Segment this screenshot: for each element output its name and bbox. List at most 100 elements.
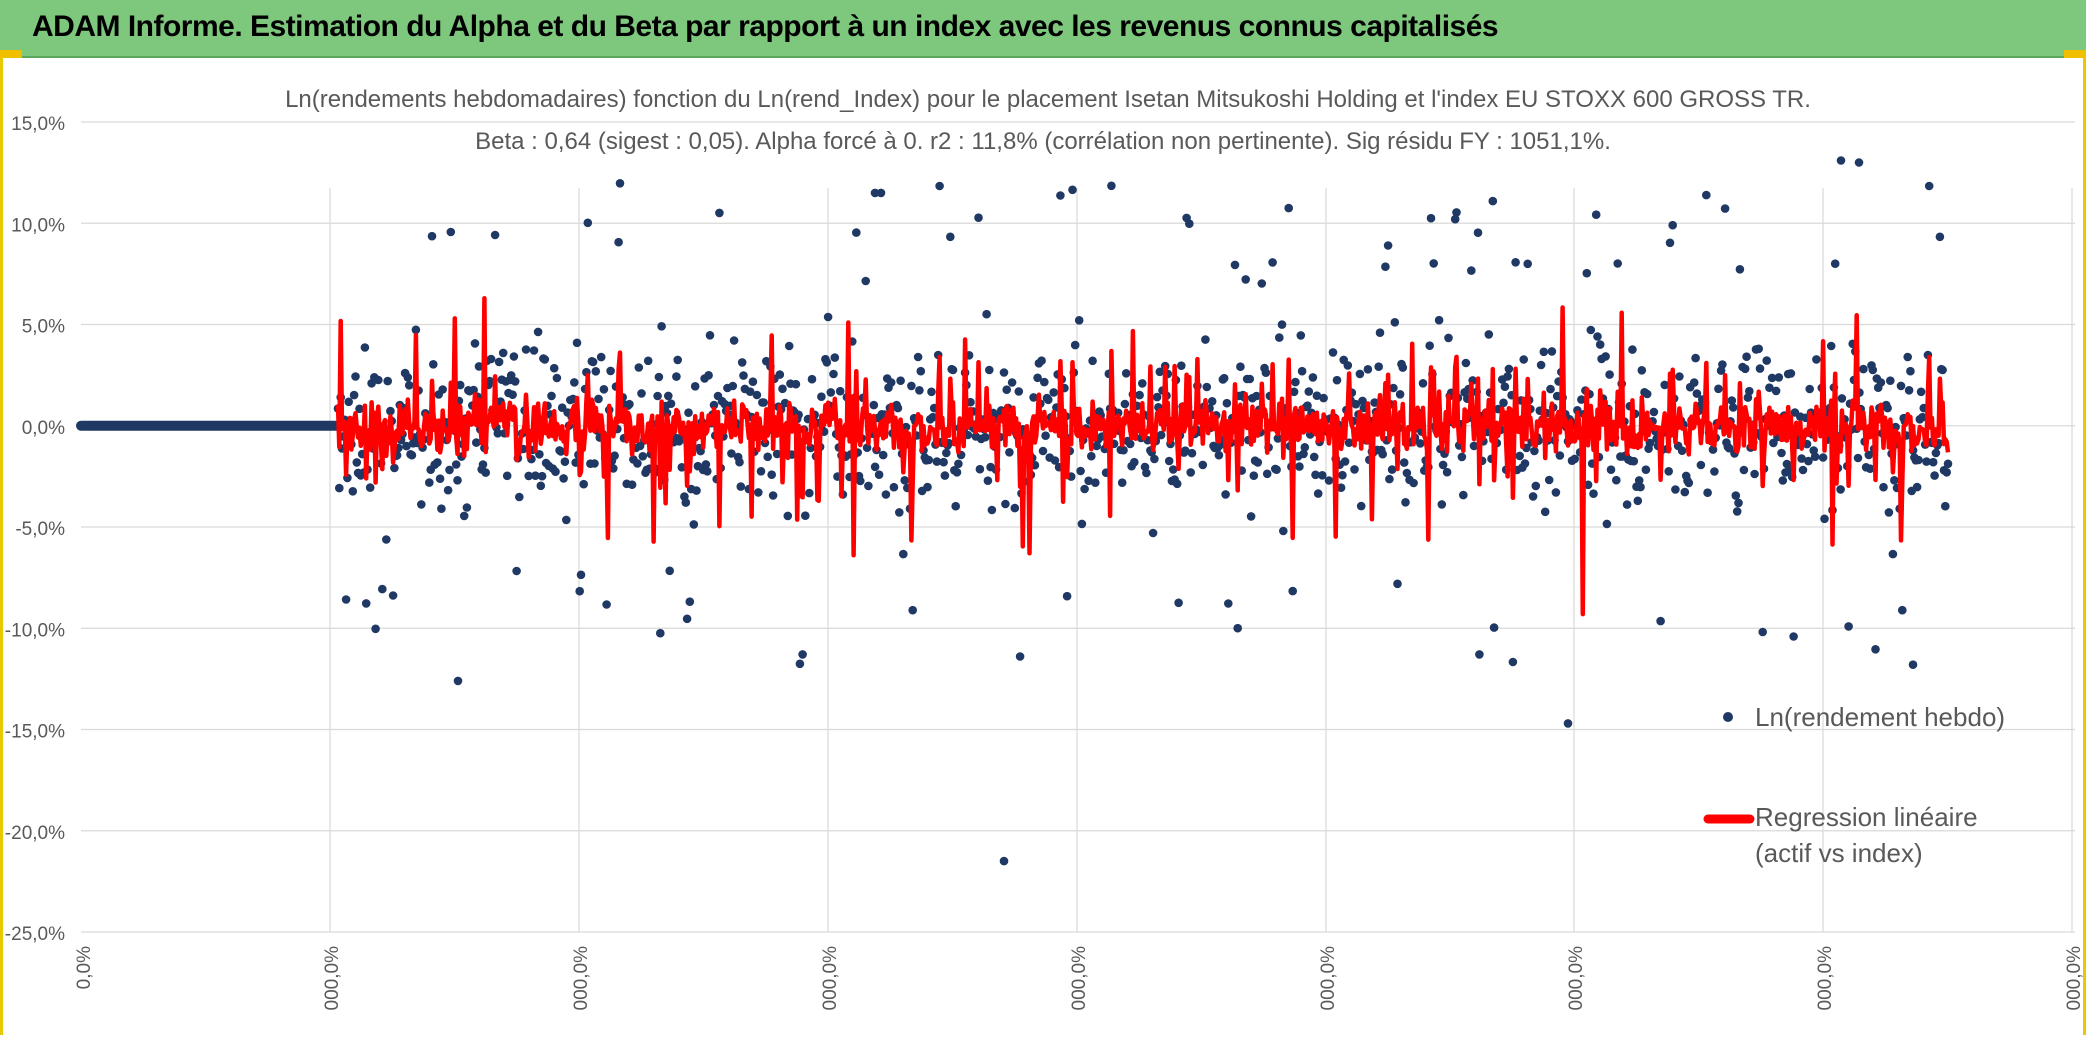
data-point: [1777, 448, 1786, 458]
data-point: [1826, 341, 1836, 351]
data-point: [429, 360, 438, 369]
data-point: [382, 535, 391, 544]
data-point: [729, 336, 739, 345]
data-point: [1416, 439, 1425, 448]
report-banner: ADAM Informe. Estimation du Alpha et du …: [0, 0, 2086, 58]
data-point: [498, 348, 508, 358]
data-point: [1941, 501, 1950, 511]
data-point: [1677, 446, 1687, 456]
data-point: [935, 181, 944, 191]
data-point: [1381, 262, 1390, 271]
y-tick-label: 10,0%: [11, 215, 65, 236]
data-point: [999, 368, 1009, 377]
data-point: [494, 357, 504, 367]
data-point: [928, 412, 938, 422]
data-point: [1015, 652, 1025, 661]
data-point: [1312, 391, 1322, 401]
data-point: [1931, 448, 1941, 458]
data-point: [823, 312, 833, 322]
data-point: [388, 591, 398, 600]
data-point: [924, 455, 934, 465]
data-point: [1202, 382, 1212, 392]
data-point: [870, 462, 880, 472]
data-point: [1409, 478, 1418, 488]
data-point: [745, 387, 755, 397]
regression-line: [335, 295, 1951, 617]
data-point: [767, 470, 776, 480]
data-point: [1177, 361, 1186, 371]
data-point: [754, 488, 763, 497]
data-point: [1771, 386, 1781, 396]
data-point: [1613, 259, 1622, 268]
data-point: [739, 371, 748, 380]
data-point: [556, 447, 566, 456]
data-point: [677, 463, 687, 472]
data-point: [1121, 369, 1131, 378]
data-point: [1586, 325, 1596, 335]
data-point: [852, 228, 861, 237]
data-point: [1871, 645, 1880, 654]
data-point: [856, 476, 865, 486]
data-point: [737, 358, 747, 367]
legend-dot-marker: [1723, 712, 1733, 722]
data-point: [874, 470, 884, 480]
data-point: [1164, 456, 1174, 466]
chart-title: Ln(rendements hebdomadaires) fonction du…: [285, 86, 1811, 113]
data-point: [1876, 378, 1886, 387]
data-point: [1185, 219, 1194, 228]
data-point: [798, 650, 807, 659]
data-point: [1589, 489, 1598, 499]
data-point: [1350, 465, 1359, 474]
y-tick-label: -25,0%: [5, 924, 65, 945]
data-point: [1001, 499, 1010, 509]
data-point: [728, 381, 738, 391]
data-point: [709, 400, 719, 410]
data-point: [1904, 386, 1914, 395]
data-point: [1117, 478, 1127, 488]
data-point: [1888, 549, 1898, 559]
data-point: [524, 471, 533, 481]
data-point: [1332, 375, 1342, 385]
data-point: [453, 476, 462, 485]
data-point: [1530, 446, 1539, 456]
data-point: [1230, 260, 1240, 270]
data-point: [1519, 355, 1528, 364]
data-point: [352, 458, 362, 467]
data-point: [784, 341, 794, 351]
data-point: [1475, 650, 1484, 659]
data-point: [1246, 512, 1256, 521]
data-point: [1426, 213, 1436, 223]
data-point: [1038, 446, 1048, 456]
data-point: [1284, 203, 1293, 213]
x-tick-label: 000,0%: [322, 946, 343, 1011]
data-point: [1336, 483, 1346, 493]
data-point: [653, 391, 662, 401]
data-point: [1633, 496, 1643, 506]
data-point: [537, 471, 547, 481]
data-point: [951, 501, 960, 511]
data-point: [1120, 399, 1130, 409]
data-point: [1675, 372, 1684, 381]
data-point: [1279, 526, 1288, 536]
data-point: [1797, 454, 1806, 463]
data-point: [664, 391, 673, 401]
data-point: [795, 659, 805, 669]
data-point: [1656, 616, 1665, 626]
data-point: [579, 479, 588, 489]
data-point: [1689, 378, 1699, 387]
data-point: [1224, 599, 1233, 608]
data-point: [453, 676, 463, 686]
data-point: [1605, 370, 1614, 379]
data-point: [1883, 403, 1892, 413]
data-point: [1745, 386, 1754, 396]
data-point: [1511, 258, 1520, 267]
x-tick-label: 000,0%: [1566, 946, 1587, 1011]
data-point: [1720, 204, 1730, 213]
data-point: [529, 346, 539, 355]
data-point: [1750, 469, 1759, 479]
data-point: [443, 485, 453, 495]
data-point: [615, 179, 625, 188]
data-point: [437, 504, 446, 513]
data-point: [817, 392, 826, 402]
data-point: [1324, 476, 1334, 485]
